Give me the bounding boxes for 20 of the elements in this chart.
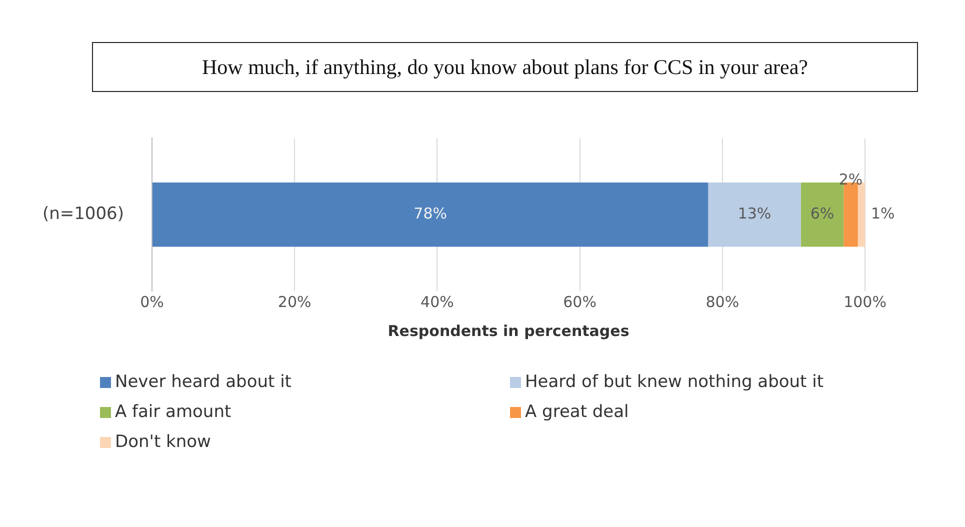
x-tick-label: 20% <box>278 292 312 311</box>
x-tick-label: 40% <box>420 292 454 311</box>
data-label: 6% <box>810 204 834 222</box>
x-tick-label: 100% <box>844 292 886 311</box>
legend-label: Don't know <box>115 432 211 452</box>
chart-title: How much, if anything, do you know about plans for CCS in your area? <box>92 42 918 92</box>
legend-label: Never heard about it <box>115 372 292 392</box>
data-label: 13% <box>738 204 772 222</box>
x-tick-label: 0% <box>140 292 164 311</box>
y-tick-label: (n=1006) <box>42 204 124 224</box>
data-label: 1% <box>871 204 895 222</box>
legend-label: Heard of but knew nothing about it <box>525 372 824 392</box>
legend-label: A fair amount <box>115 402 232 422</box>
x-tick-label: 60% <box>563 292 596 311</box>
legend-label: A great deal <box>525 402 629 422</box>
bar <box>708 182 801 247</box>
data-label: 78% <box>414 204 447 222</box>
x-tick-label: 80% <box>706 292 740 311</box>
x-axis-title: Respondents in percentages <box>388 322 630 340</box>
bar <box>152 182 708 247</box>
